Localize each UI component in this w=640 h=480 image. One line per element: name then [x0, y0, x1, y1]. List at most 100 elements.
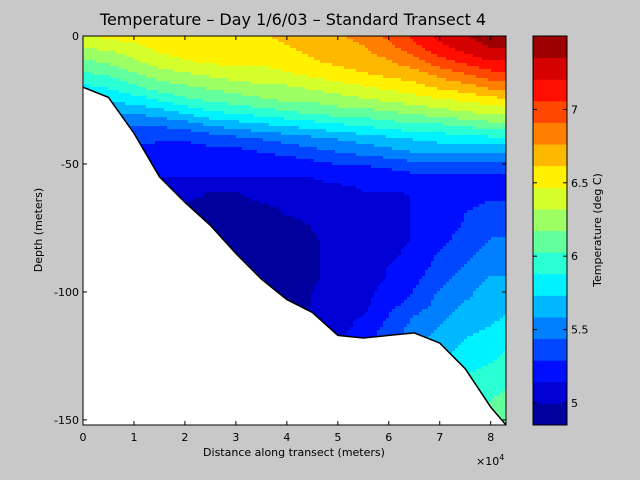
contour-cell — [494, 135, 498, 139]
contour-cell — [233, 141, 237, 145]
contour-cell — [356, 105, 360, 109]
contour-cell — [458, 123, 462, 127]
contour-cell — [275, 99, 279, 103]
contour-cell — [248, 126, 252, 130]
contour-cell — [116, 102, 120, 106]
contour-cell — [398, 90, 402, 94]
contour-cell — [374, 36, 378, 40]
contour-cell — [419, 93, 423, 97]
contour-cell — [173, 48, 177, 52]
contour-cell — [257, 81, 261, 85]
contour-cell — [251, 78, 255, 82]
contour-cell — [380, 60, 384, 64]
contour-cell — [440, 63, 444, 67]
contour-cell — [305, 108, 309, 112]
contour-cell — [143, 120, 147, 124]
contour-cell — [425, 42, 429, 46]
contour-cell — [407, 81, 411, 85]
contour-cell — [413, 117, 417, 121]
contour-cell — [140, 60, 144, 64]
contour-cell — [173, 57, 177, 61]
contour-cell — [359, 120, 363, 124]
contour-cell — [404, 102, 408, 106]
contour-cell — [461, 96, 465, 100]
contour-cell — [296, 114, 300, 118]
contour-cell — [284, 42, 288, 46]
contour-cell — [215, 45, 219, 49]
contour-cell — [431, 96, 435, 100]
contour-cell — [179, 141, 183, 145]
contour-cell — [212, 57, 216, 61]
contour-cell — [404, 36, 408, 40]
contour-cell — [356, 84, 360, 88]
contour-cell — [395, 69, 399, 73]
contour-cell — [254, 54, 258, 58]
contour-cell — [320, 96, 324, 100]
contour-cell — [113, 102, 117, 106]
contour-cell — [230, 102, 234, 106]
contour-cell — [125, 87, 129, 91]
contour-cell — [107, 39, 111, 43]
contour-cell — [305, 81, 309, 85]
contour-cell — [413, 123, 417, 127]
contour-cell — [242, 114, 246, 118]
contour-cell — [278, 72, 282, 76]
contour-cell — [143, 69, 147, 73]
contour-cell — [383, 75, 387, 79]
contour-cell — [485, 120, 489, 124]
contour-cell — [422, 108, 426, 112]
contour-cell — [164, 36, 168, 40]
contour-cell — [503, 45, 506, 49]
contour-cell — [296, 123, 300, 127]
contour-cell — [347, 108, 351, 112]
contour-cell — [290, 93, 294, 97]
contour-cell — [494, 87, 498, 91]
contour-cell — [206, 123, 210, 127]
contour-cell — [452, 135, 456, 139]
contour-cell — [206, 99, 210, 103]
contour-cell — [152, 111, 156, 115]
contour-cell — [242, 90, 246, 94]
contour-cell — [326, 135, 330, 139]
contour-cell — [278, 138, 282, 142]
contour-cell — [431, 135, 435, 139]
contour-cell — [176, 69, 180, 73]
contour-cell — [299, 138, 303, 142]
contour-cell — [317, 114, 321, 118]
contour-cell — [284, 105, 288, 109]
contour-cell — [116, 66, 120, 70]
contour-cell — [257, 99, 261, 103]
contour-cell — [158, 63, 162, 67]
contour-cell — [161, 126, 165, 130]
contour-cell — [239, 117, 243, 121]
contour-cell — [215, 42, 219, 46]
contour-cell — [437, 45, 441, 49]
contour-cell — [194, 87, 198, 91]
contour-cell — [299, 75, 303, 79]
contour-cell — [257, 48, 261, 52]
contour-cell — [281, 42, 285, 46]
contour-cell — [122, 108, 126, 112]
contour-cell — [161, 123, 165, 127]
contour-cell — [206, 126, 210, 130]
contour-cell — [287, 96, 291, 100]
contour-cell — [179, 39, 183, 43]
contour-cell — [218, 69, 222, 73]
contour-cell — [167, 39, 171, 43]
contour-cell — [389, 84, 393, 88]
contour-cell — [338, 99, 342, 103]
contour-cell — [206, 51, 210, 55]
contour-cell — [236, 66, 240, 70]
contour-cell — [446, 84, 450, 88]
contour-cell — [92, 63, 96, 67]
contour-cell — [164, 111, 168, 115]
contour-cell — [140, 117, 144, 121]
contour-cell — [464, 138, 468, 142]
contour-cell — [200, 81, 204, 85]
contour-cell — [110, 45, 114, 49]
contour-cell — [266, 78, 270, 82]
contour-cell — [92, 51, 96, 55]
contour-cell — [362, 123, 366, 127]
contour-cell — [425, 87, 429, 91]
contour-cell — [254, 60, 258, 64]
